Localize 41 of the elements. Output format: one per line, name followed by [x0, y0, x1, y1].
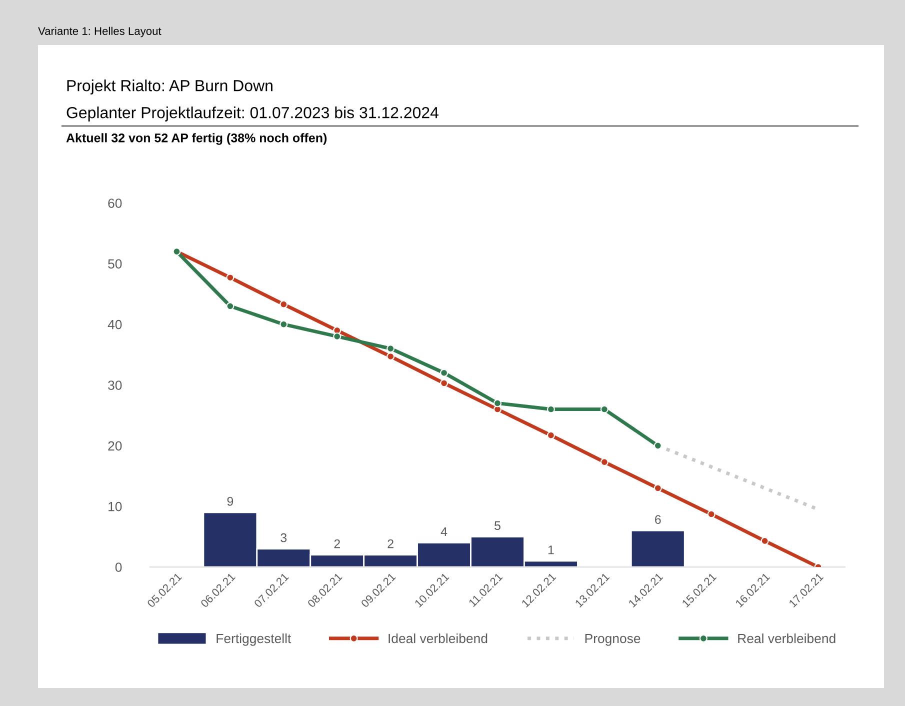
legend-label: Prognose [585, 634, 640, 646]
point [280, 300, 288, 308]
y-tick-label: 10 [108, 502, 122, 512]
y-tick-label: 50 [108, 259, 122, 269]
point [493, 399, 502, 408]
data-label: 2 [334, 539, 340, 548]
point [600, 405, 608, 414]
point [333, 332, 342, 340]
data-label: 6 [655, 515, 661, 524]
point [654, 484, 662, 492]
point [654, 442, 662, 450]
point [760, 536, 769, 545]
legend-label: Real verbleibend [738, 633, 836, 644]
point [386, 352, 395, 361]
point [226, 274, 234, 282]
text: Variante 1: Helles Layout [38, 26, 162, 38]
legend-label: Fertiggestellt [216, 633, 292, 646]
point [546, 405, 555, 414]
data-label: 9 [227, 496, 234, 506]
y-tick-label: 60 [108, 198, 122, 208]
point [707, 510, 716, 518]
point [546, 431, 555, 440]
chart-title: Projekt Rialto: AP Burn Down [67, 80, 272, 94]
data-label: 2 [388, 539, 394, 548]
point [386, 344, 395, 353]
legend-label: Ideal verbleibend [388, 633, 488, 644]
point [600, 458, 608, 466]
text: Aktuell 32 von 52 AP fertig (38% noch offen) [66, 133, 327, 145]
data-label: 5 [494, 521, 500, 530]
y-tick-label: 40 [108, 320, 122, 330]
bar [630, 530, 686, 567]
chart-subtitle: Geplanter Projektlaufzeit: 01.07.2023 bis 31.12.2024 [66, 106, 438, 122]
point [440, 379, 448, 388]
data-label: 1 [548, 546, 554, 554]
data-label: 4 [440, 527, 448, 536]
y-tick-label: 20 [108, 441, 122, 451]
y-tick-label: 0 [115, 562, 122, 572]
point [440, 368, 448, 377]
point [280, 320, 288, 328]
data-label: 3 [280, 533, 287, 542]
y-tick-label: 30 [108, 380, 122, 390]
